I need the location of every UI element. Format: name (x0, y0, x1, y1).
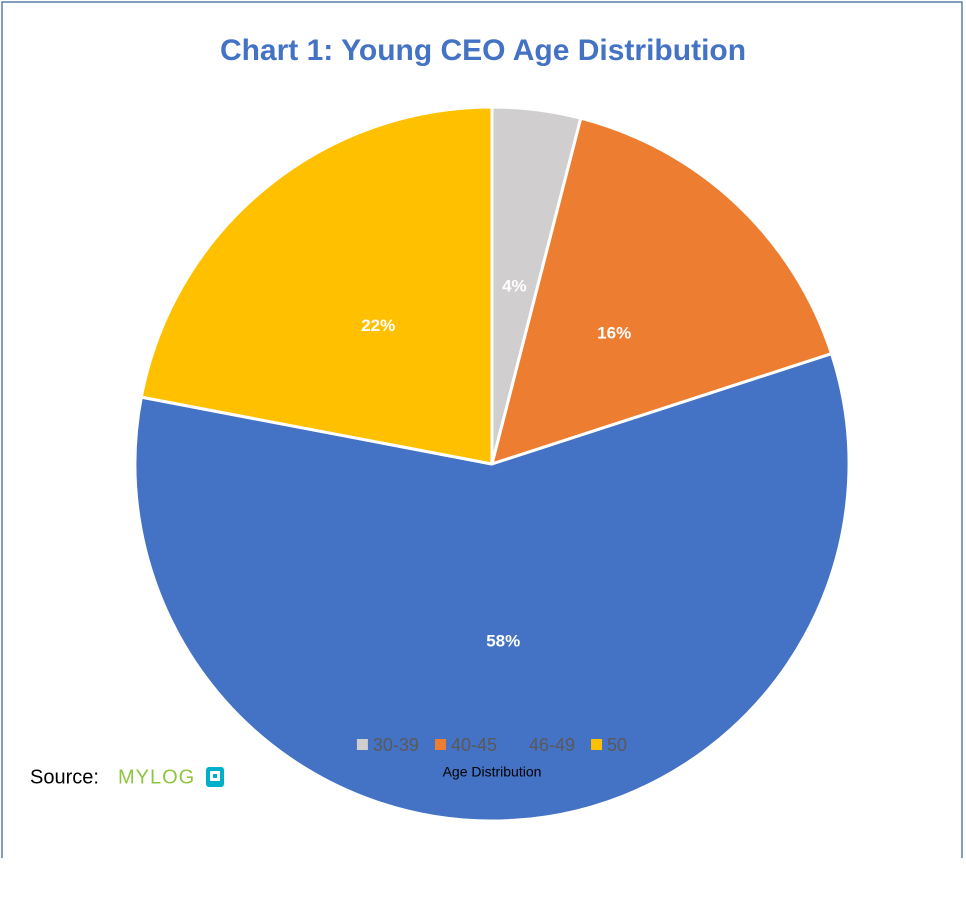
pie-slice (139, 105, 494, 466)
legend-swatch (591, 739, 603, 750)
series-name: Age Distribution (443, 764, 542, 780)
data-label: 58% (486, 632, 520, 651)
source-label: Source: (30, 766, 99, 788)
legend-label: 30-39 (373, 735, 419, 755)
data-label: 4% (502, 276, 527, 295)
chart-title: Chart 1: Young CEO Age Distribution (220, 34, 746, 67)
legend-label: 40-45 (451, 735, 497, 755)
legend-swatch (434, 739, 446, 750)
pie-slice (133, 352, 851, 823)
pie (133, 105, 851, 823)
logo-icon (206, 767, 224, 787)
data-label: 16% (597, 323, 631, 342)
logo-text: MYLOG (118, 766, 195, 788)
pie-slice (490, 116, 834, 466)
data-labels: 4% 16% 58% 22% (361, 276, 631, 650)
legend: 30-39 40-45 46-49 50 (356, 735, 627, 755)
legend-label: 46-49 (529, 735, 575, 755)
chart-frame (1, 1, 963, 858)
legend-swatch (356, 739, 368, 750)
legend-label: 50 (607, 735, 627, 755)
data-label: 22% (361, 316, 395, 335)
legend-swatch (513, 739, 525, 750)
